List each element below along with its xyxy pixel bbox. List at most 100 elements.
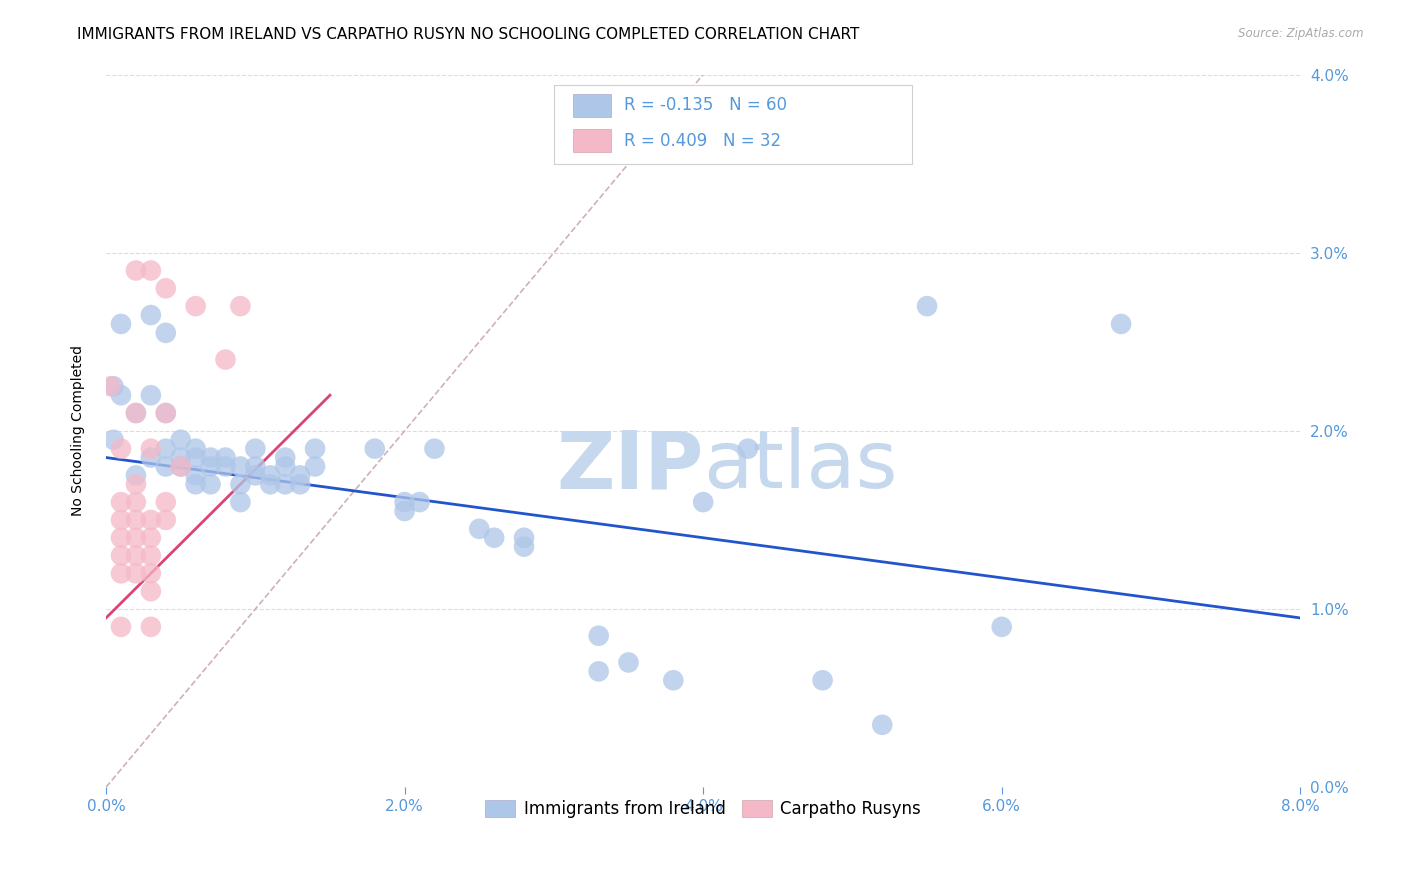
Point <box>214 352 236 367</box>
Point <box>259 477 281 491</box>
Point <box>990 620 1012 634</box>
Point <box>125 495 148 509</box>
Point <box>662 673 685 688</box>
Point <box>155 281 177 295</box>
Point <box>214 450 236 465</box>
Text: R = -0.135   N = 60: R = -0.135 N = 60 <box>624 96 787 114</box>
Point <box>125 263 148 277</box>
Point <box>364 442 387 456</box>
Point <box>229 495 252 509</box>
Point <box>110 442 132 456</box>
Point <box>155 326 177 340</box>
Point <box>125 468 148 483</box>
Point <box>408 495 430 509</box>
Point <box>245 442 267 456</box>
Point <box>394 495 416 509</box>
Point <box>139 450 162 465</box>
Point <box>103 379 125 393</box>
Point <box>170 459 193 474</box>
Point <box>184 299 207 313</box>
Point <box>245 459 267 474</box>
Text: R = 0.409   N = 32: R = 0.409 N = 32 <box>624 132 782 150</box>
Point <box>139 531 162 545</box>
Point <box>200 477 222 491</box>
Legend: Immigrants from Ireland, Carpatho Rusyns: Immigrants from Ireland, Carpatho Rusyns <box>478 794 928 825</box>
Point <box>155 442 177 456</box>
Point <box>811 673 834 688</box>
Point <box>155 459 177 474</box>
Point <box>139 308 162 322</box>
Point <box>155 406 177 420</box>
Point <box>170 433 193 447</box>
Point <box>110 317 132 331</box>
Point <box>915 299 938 313</box>
Point <box>214 459 236 474</box>
Point <box>588 665 610 679</box>
Point <box>468 522 491 536</box>
Point <box>100 379 122 393</box>
Point <box>125 477 148 491</box>
Point <box>617 656 640 670</box>
Point <box>513 540 536 554</box>
FancyBboxPatch shape <box>554 86 912 163</box>
Point <box>513 531 536 545</box>
Point <box>184 468 207 483</box>
Point <box>304 442 326 456</box>
Text: IMMIGRANTS FROM IRELAND VS CARPATHO RUSYN NO SCHOOLING COMPLETED CORRELATION CHA: IMMIGRANTS FROM IRELAND VS CARPATHO RUSY… <box>77 27 859 42</box>
Text: atlas: atlas <box>703 427 897 506</box>
Text: ZIP: ZIP <box>555 427 703 506</box>
Point <box>170 450 193 465</box>
FancyBboxPatch shape <box>574 94 612 117</box>
Point <box>110 566 132 581</box>
Y-axis label: No Schooling Completed: No Schooling Completed <box>72 345 86 516</box>
Point <box>588 629 610 643</box>
Point <box>155 406 177 420</box>
Point <box>125 566 148 581</box>
FancyBboxPatch shape <box>574 129 612 153</box>
Point <box>125 549 148 563</box>
Point <box>229 459 252 474</box>
Point <box>125 531 148 545</box>
Point <box>139 584 162 599</box>
Point <box>423 442 446 456</box>
Point <box>155 513 177 527</box>
Point <box>394 504 416 518</box>
Point <box>139 549 162 563</box>
Point <box>200 459 222 474</box>
Point <box>184 450 207 465</box>
Point <box>304 459 326 474</box>
Point <box>288 477 311 491</box>
Point <box>259 468 281 483</box>
Point <box>139 263 162 277</box>
Point <box>155 495 177 509</box>
Text: Source: ZipAtlas.com: Source: ZipAtlas.com <box>1239 27 1364 40</box>
Point <box>692 495 714 509</box>
Point <box>125 406 148 420</box>
Point <box>184 442 207 456</box>
Point <box>110 495 132 509</box>
Point <box>274 477 297 491</box>
Point <box>139 388 162 402</box>
Point <box>110 513 132 527</box>
Point <box>482 531 505 545</box>
Point <box>184 477 207 491</box>
Point <box>110 549 132 563</box>
Point <box>139 566 162 581</box>
Point <box>110 388 132 402</box>
Point <box>737 442 759 456</box>
Point <box>274 450 297 465</box>
Point <box>139 620 162 634</box>
Point <box>274 459 297 474</box>
Point <box>103 433 125 447</box>
Point <box>110 620 132 634</box>
Point <box>872 718 894 732</box>
Point <box>110 531 132 545</box>
Point <box>229 477 252 491</box>
Point <box>170 459 193 474</box>
Point <box>1109 317 1132 331</box>
Point <box>139 513 162 527</box>
Point <box>139 442 162 456</box>
Point <box>200 450 222 465</box>
Point <box>288 468 311 483</box>
Point <box>245 468 267 483</box>
